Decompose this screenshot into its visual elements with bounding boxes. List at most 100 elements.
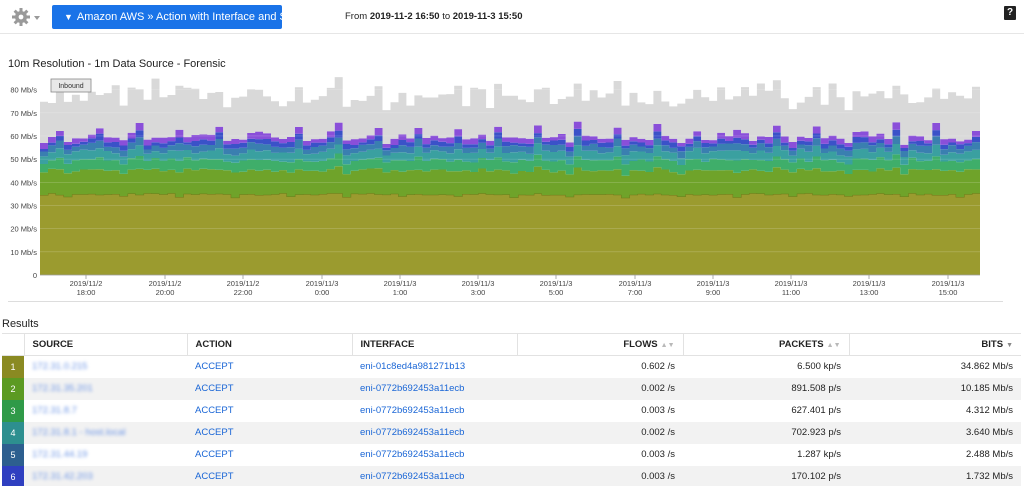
range-prefix: From — [345, 11, 368, 22]
rank-cell: 2 — [2, 377, 24, 400]
action-link[interactable]: ACCEPT — [195, 405, 234, 416]
flows-cell: 0.003 /s — [641, 405, 675, 416]
gear-icon — [12, 8, 40, 26]
interface-cell: eni-0772b692453a11ecb — [352, 400, 517, 422]
source-link[interactable]: 172.31.8.7 — [32, 405, 77, 416]
action-link[interactable]: ACCEPT — [195, 427, 234, 438]
series-area-5 — [40, 136, 980, 159]
flows-cell: 0.602 /s — [641, 361, 675, 373]
rank-number: 5 — [10, 449, 16, 460]
bits-cell: 3.640 Mb/s — [849, 421, 1021, 444]
report-dropdown-button[interactable]: ▼ Amazon AWS » Action with Interface and … — [52, 5, 296, 29]
packets-cell: 891.508 p/s — [683, 377, 849, 400]
action-column-header[interactable]: ACTION — [186, 333, 352, 356]
chart-divider — [8, 301, 1003, 302]
interface-cell: eni-0772b692453a11ecb — [352, 421, 517, 444]
flows-column-header[interactable]: FLOWS ▲▼ — [516, 333, 683, 356]
table-row[interactable]: 1 172.31.0.215 ACCEPT eni-01c8ed4a981271b13… — [2, 355, 1021, 378]
top-toolbar: ▼ Amazon AWS » Action with Interface and … — [0, 0, 1024, 34]
rank-header — [2, 333, 24, 356]
report-dropdown-label: Amazon AWS » Action with Interface and S… — [76, 11, 297, 23]
help-button[interactable]: ? — [1004, 6, 1016, 20]
action-link[interactable]: ACCEPT — [195, 361, 234, 373]
interface-link[interactable]: eni-0772b692453a11ecb — [360, 471, 465, 482]
interface-link[interactable]: eni-0772b692453a11ecb — [360, 405, 465, 416]
x-tick-time: 7:00 — [628, 288, 643, 297]
x-tick-time: 11:00 — [782, 288, 800, 297]
action-link[interactable]: ACCEPT — [195, 471, 234, 482]
traffic-chart[interactable]: 0 10 Mb/s 20 Mb/s 30 Mb/s 40 Mb/s 50 Mb/s 60 M… — [0, 72, 1024, 304]
source-column-header[interactable]: SOURCE — [23, 333, 187, 356]
x-tick-date: 2019/11/3 — [697, 279, 730, 288]
action-header-label: ACTION — [195, 339, 232, 350]
sort-icon: ▲▼ — [660, 342, 675, 349]
sort-icon: ▲▼ — [826, 342, 841, 349]
source-link[interactable]: 172.31.8.1 - host.local — [32, 427, 126, 438]
x-tick-time: 22:00 — [234, 288, 253, 297]
rank-number: 3 — [10, 405, 16, 416]
inbound-tooltip-box — [50, 78, 92, 93]
y-tick-label: 40 Mb/s — [10, 178, 37, 187]
rank-number: 4 — [10, 427, 16, 438]
source-cell: 172.31.35.201 — [24, 377, 187, 400]
y-tick-label: 50 Mb/s — [10, 155, 37, 164]
table-row[interactable]: 6 172.31.42.203 ACCEPT eni-0772b692453a11ec… — [2, 465, 1021, 486]
bits-cell: 34.862 Mb/s — [960, 361, 1013, 373]
interface-column-header[interactable]: INTERFACE — [351, 333, 517, 356]
source-link[interactable]: 172.31.42.203 — [32, 471, 93, 482]
y-tick-label: 80 Mb/s — [10, 86, 37, 95]
table-row[interactable]: 3 172.31.8.7 ACCEPT eni-0772b692453a11ecb 0.… — [2, 399, 1021, 422]
source-link[interactable]: 172.31.35.201 — [32, 383, 93, 394]
x-tick-date: 2019/11/2 — [149, 279, 182, 288]
rank-number: 6 — [10, 471, 16, 482]
action-cell: ACCEPT — [187, 444, 352, 466]
source-cell: 172.31.44.19 — [24, 444, 187, 466]
chart-title: 10m Resolution - 1m Data Source - Forens… — [8, 58, 226, 70]
series-area-6 — [40, 128, 980, 152]
action-cell: ACCEPT — [187, 421, 352, 444]
x-tick-date: 2019/11/3 — [932, 279, 965, 288]
rank-number: 1 — [10, 361, 16, 372]
range-to: 2019-11-3 15:50 — [452, 11, 523, 22]
source-cell: 172.31.8.7 — [24, 400, 187, 422]
table-row[interactable]: 2 172.31.35.201 ACCEPT eni-0772b692453a11ec… — [2, 377, 1021, 400]
y-tick-label: 70 Mb/s — [10, 109, 37, 118]
results-header-row: SOURCE ACTION INTERFACE FLOWS ▲▼ PACKETS ▲… — [2, 333, 1021, 356]
rank-number: 2 — [10, 383, 16, 394]
interface-link[interactable]: eni-0772b692453a11ecb — [360, 383, 465, 394]
sort-desc-icon: ▼ — [1006, 342, 1013, 349]
time-range[interactable]: From 2019-11-2 16:50 to 2019-11-3 15:50 — [345, 11, 523, 22]
table-row[interactable]: 5 172.31.44.19 ACCEPT eni-0772b692453a11ecb… — [2, 443, 1021, 466]
action-link[interactable]: ACCEPT — [195, 383, 234, 394]
packets-column-header[interactable]: PACKETS ▲▼ — [682, 333, 849, 356]
series-area-4 — [40, 143, 980, 165]
action-link[interactable]: ACCEPT — [195, 449, 234, 460]
x-tick-time: 20:00 — [156, 288, 175, 297]
x-tick-time: 13:00 — [860, 288, 879, 297]
caret-down-icon: ▼ — [64, 12, 73, 22]
interface-cell: eni-0772b692453a11ecb — [352, 377, 517, 400]
series-area-2 — [40, 166, 980, 198]
interface-link[interactable]: eni-01c8ed4a981271b13 — [360, 361, 466, 373]
x-tick-date: 2019/11/3 — [540, 279, 573, 288]
action-cell: ACCEPT — [187, 400, 352, 422]
settings-menu[interactable] — [10, 6, 42, 28]
interface-header-label: INTERFACE — [360, 339, 415, 350]
packets-cell: 170.102 p/s — [683, 465, 849, 486]
x-tick-date: 2019/11/3 — [853, 279, 886, 288]
interface-link[interactable]: eni-0772b692453a11ecb — [360, 449, 465, 460]
packets-cell: 6.500 kp/s — [797, 361, 841, 373]
bits-column-header[interactable]: BITS ▼ — [848, 333, 1021, 356]
x-tick-date: 2019/11/3 — [775, 279, 808, 288]
bits-cell: 1.732 Mb/s — [849, 465, 1021, 486]
table-row[interactable]: 4 172.31.8.1 - host.local ACCEPT eni-0772b6… — [2, 421, 1021, 444]
x-tick-date: 2019/11/3 — [306, 279, 339, 288]
source-cell: 172.31.8.1 - host.local — [24, 421, 187, 444]
range-separator: to — [442, 11, 451, 22]
source-link[interactable]: 172.31.0.215 — [32, 361, 88, 373]
bits-cell: 10.185 Mb/s — [849, 377, 1021, 400]
interface-link[interactable]: eni-0772b692453a11ecb — [360, 427, 465, 438]
source-link[interactable]: 172.31.44.19 — [32, 449, 88, 460]
series-area-1 — [40, 193, 980, 275]
help-icon: ? — [1006, 7, 1014, 18]
